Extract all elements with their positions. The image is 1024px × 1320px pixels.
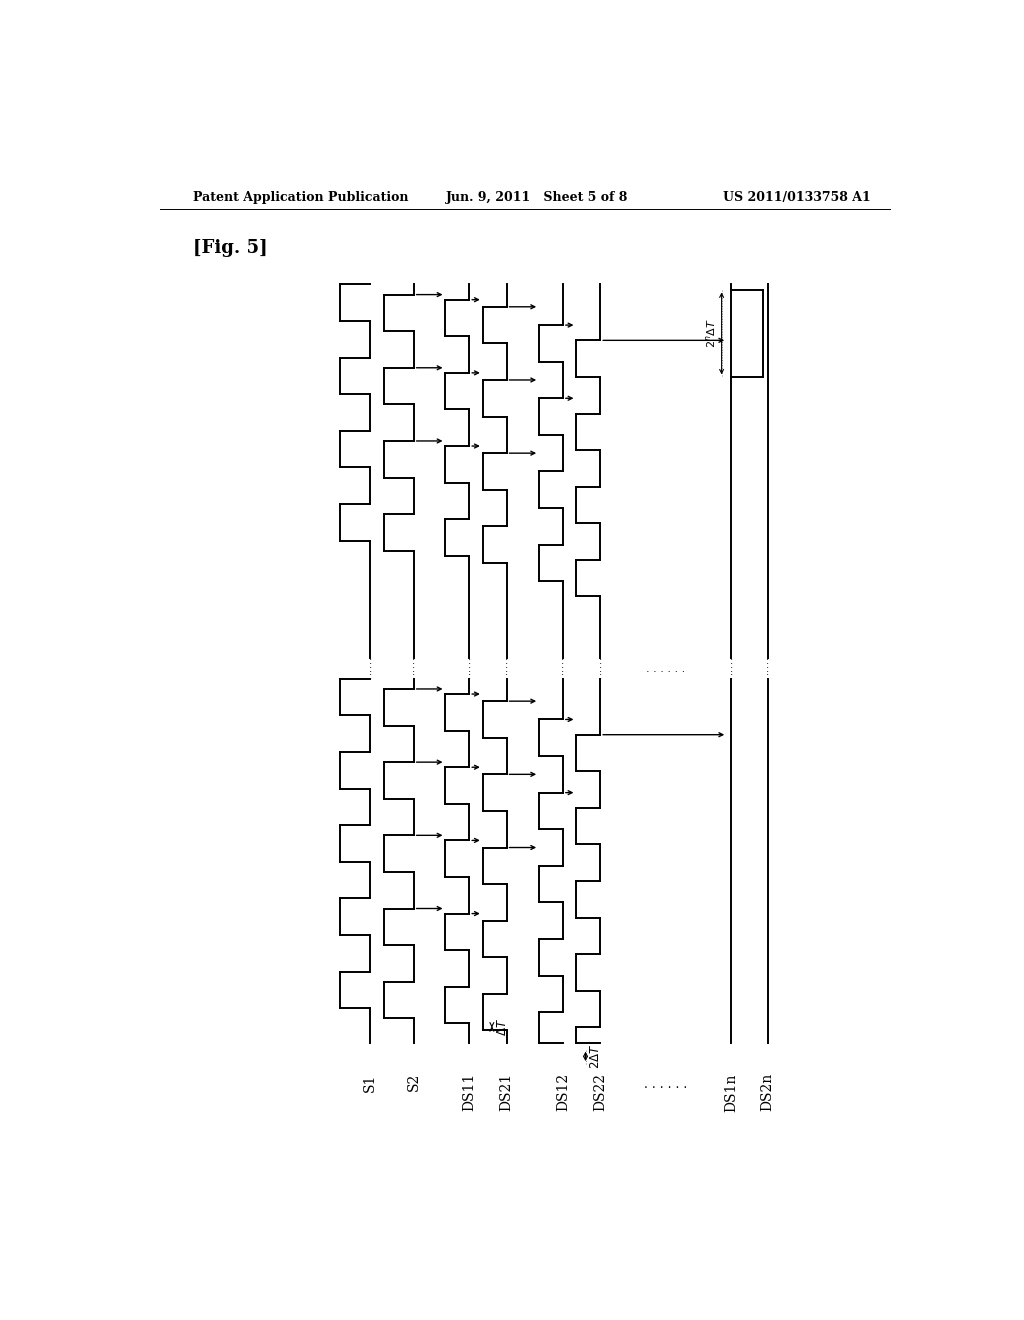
Text: DS11: DS11 (462, 1073, 476, 1111)
Text: . . . . . .: . . . . . . (644, 1078, 688, 1092)
Text: :
:
:: : : : (561, 656, 564, 681)
Text: Patent Application Publication: Patent Application Publication (194, 190, 409, 203)
Text: DS22: DS22 (593, 1073, 607, 1111)
Text: :
:
:: : : : (599, 656, 602, 681)
Text: US 2011/0133758 A1: US 2011/0133758 A1 (723, 190, 871, 203)
Text: :
:
:: : : : (729, 656, 733, 681)
Text: :
:
:: : : : (412, 656, 416, 681)
Text: DS12: DS12 (556, 1073, 570, 1111)
Text: $2^n\Delta T$: $2^n\Delta T$ (703, 318, 718, 348)
Text: :
:
:: : : : (766, 656, 769, 681)
Text: $2\Delta T$: $2\Delta T$ (590, 1044, 602, 1069)
Text: . . . . . .: . . . . . . (646, 664, 686, 673)
Text: :
:
:: : : : (369, 656, 372, 681)
Text: S2: S2 (407, 1073, 421, 1092)
Text: DS2n: DS2n (761, 1073, 774, 1111)
Text: [Fig. 5]: [Fig. 5] (194, 239, 267, 257)
Text: Jun. 9, 2011   Sheet 5 of 8: Jun. 9, 2011 Sheet 5 of 8 (445, 190, 628, 203)
Text: :
:
:: : : : (505, 656, 508, 681)
Text: S1: S1 (364, 1073, 377, 1092)
Text: DS1n: DS1n (724, 1073, 738, 1111)
Text: DS21: DS21 (500, 1073, 514, 1111)
Text: :
:
:: : : : (468, 656, 471, 681)
Text: $\Delta T$: $\Delta T$ (496, 1018, 509, 1036)
